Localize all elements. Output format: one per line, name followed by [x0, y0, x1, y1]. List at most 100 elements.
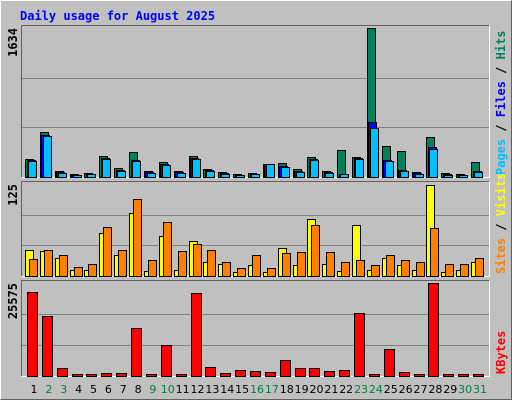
bar	[88, 264, 97, 277]
bar	[161, 345, 172, 377]
legend-entry: Pages	[494, 139, 508, 175]
x-tick-label: 13	[205, 383, 219, 396]
legend-separator: /	[494, 216, 508, 238]
bar	[474, 172, 483, 178]
bar	[310, 160, 319, 178]
x-tick-label: 1	[31, 383, 38, 396]
bar	[44, 250, 53, 277]
x-tick-label: 24	[369, 383, 383, 396]
x-tick-label: 6	[105, 383, 112, 396]
x-tick-label: 28	[428, 383, 442, 396]
chart-title: Daily usage for August 2025	[20, 9, 215, 23]
bar	[341, 262, 350, 277]
bar	[460, 264, 469, 277]
bar	[42, 316, 53, 377]
legend: Pages / Files / Hits	[494, 30, 508, 175]
bar	[473, 374, 484, 377]
bar	[118, 250, 127, 277]
bar	[178, 251, 187, 277]
x-tick-label: 9	[149, 383, 156, 396]
bar	[430, 228, 439, 277]
x-tick-label: 3	[60, 383, 67, 396]
bar	[401, 260, 410, 277]
y-tick-label: 125	[6, 184, 20, 206]
bar	[324, 371, 335, 377]
x-tick-label: 30	[458, 383, 472, 396]
x-tick-label: 14	[220, 383, 234, 396]
bar	[132, 161, 141, 178]
bar	[443, 374, 454, 377]
bar	[309, 368, 320, 377]
bar	[384, 349, 395, 377]
y-tick-label: 1634	[6, 28, 20, 57]
bar	[146, 374, 157, 377]
bar	[148, 260, 157, 277]
bar	[222, 262, 231, 277]
legend-entry: Hits	[494, 30, 508, 59]
bar	[400, 171, 409, 178]
bar	[370, 128, 379, 178]
x-tick-label: 20	[309, 383, 323, 396]
bar	[207, 250, 216, 277]
bar	[428, 283, 439, 377]
bar	[444, 175, 453, 178]
x-tick-label: 25	[384, 383, 398, 396]
bar	[205, 367, 216, 377]
bar	[416, 262, 425, 277]
bar	[445, 264, 454, 277]
bar	[74, 267, 83, 277]
x-tick-label: 31	[473, 383, 487, 396]
x-tick-label: 17	[265, 383, 279, 396]
bar	[266, 164, 275, 178]
x-tick-label: 16	[250, 383, 264, 396]
bar	[147, 173, 156, 178]
bar	[414, 374, 425, 377]
bar	[73, 175, 82, 178]
bar	[43, 136, 52, 178]
bar	[192, 159, 201, 178]
bar	[371, 265, 380, 277]
bar	[282, 253, 291, 277]
x-tick-label: 18	[280, 383, 294, 396]
bar	[72, 374, 83, 377]
bar	[281, 167, 290, 178]
bar	[475, 258, 484, 277]
x-tick-label: 29	[443, 383, 457, 396]
x-tick-label: 23	[354, 383, 368, 396]
bar	[267, 268, 276, 277]
bar	[385, 161, 394, 178]
bar	[250, 371, 261, 377]
x-tick-label: 4	[75, 383, 82, 396]
bar	[133, 199, 142, 277]
bar	[235, 370, 246, 377]
bar	[297, 252, 306, 277]
legend-entry: Files	[494, 81, 508, 117]
bar	[429, 149, 438, 178]
bar	[163, 222, 172, 277]
bar	[191, 293, 202, 377]
bar	[339, 370, 350, 377]
bar	[354, 313, 365, 377]
x-tick-label: 19	[295, 383, 309, 396]
bar	[252, 255, 261, 277]
panel-bevel-dark	[21, 280, 490, 377]
bar	[101, 373, 112, 377]
bar	[399, 372, 410, 377]
bar	[193, 244, 202, 277]
bar	[340, 174, 349, 178]
x-tick-label: 11	[176, 383, 190, 396]
legend-entry: Sites	[494, 238, 508, 274]
bar	[221, 174, 230, 178]
bar	[220, 373, 231, 377]
bar	[162, 165, 171, 178]
bar	[459, 175, 468, 178]
bar	[280, 360, 291, 377]
bar	[237, 268, 246, 277]
bar	[386, 255, 395, 277]
bar	[206, 171, 215, 178]
legend-entry: Visits	[494, 173, 508, 216]
bar	[355, 159, 364, 178]
bar	[29, 259, 38, 277]
